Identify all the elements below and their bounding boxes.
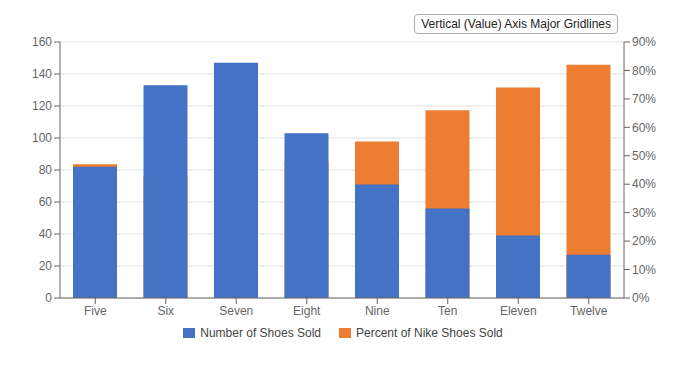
svg-text:70%: 70%: [632, 92, 656, 106]
svg-text:60%: 60%: [632, 121, 656, 135]
svg-text:Seven: Seven: [219, 304, 253, 318]
svg-text:120: 120: [32, 99, 52, 113]
svg-text:40: 40: [39, 227, 53, 241]
svg-text:90%: 90%: [632, 35, 656, 49]
svg-text:0: 0: [45, 291, 52, 305]
svg-text:100: 100: [32, 131, 52, 145]
html-text:Number of Shoes Sold: Number of Shoes Sold: [200, 326, 321, 340]
svg-text:30%: 30%: [632, 206, 656, 220]
svg-text:Eleven: Eleven: [500, 304, 537, 318]
svg-text:60: 60: [39, 195, 53, 209]
svg-text:Nine: Nine: [365, 304, 390, 318]
svg-text:10%: 10%: [632, 263, 656, 277]
svg-text:80%: 80%: [632, 64, 656, 78]
svg-text:Twelve: Twelve: [570, 304, 608, 318]
svg-text:20%: 20%: [632, 234, 656, 248]
svg-text:80: 80: [39, 163, 53, 177]
svg-text:Six: Six: [157, 304, 174, 318]
svg-text:Ten: Ten: [438, 304, 457, 318]
svg-text:0%: 0%: [632, 291, 650, 305]
svg-text:Five: Five: [84, 304, 107, 318]
svg-text:50%: 50%: [632, 149, 656, 163]
svg-text:140: 140: [32, 67, 52, 81]
html-text:Percent of Nike Shoes Sold: Percent of Nike Shoes Sold: [356, 326, 503, 340]
svg-text:160: 160: [32, 35, 52, 49]
svg-text:Eight: Eight: [293, 304, 321, 318]
html-text:Vertical (Value) Axis Major Gr: Vertical (Value) Axis Major Gridlines: [421, 17, 611, 31]
svg-text:40%: 40%: [632, 177, 656, 191]
svg-text:20: 20: [39, 259, 53, 273]
